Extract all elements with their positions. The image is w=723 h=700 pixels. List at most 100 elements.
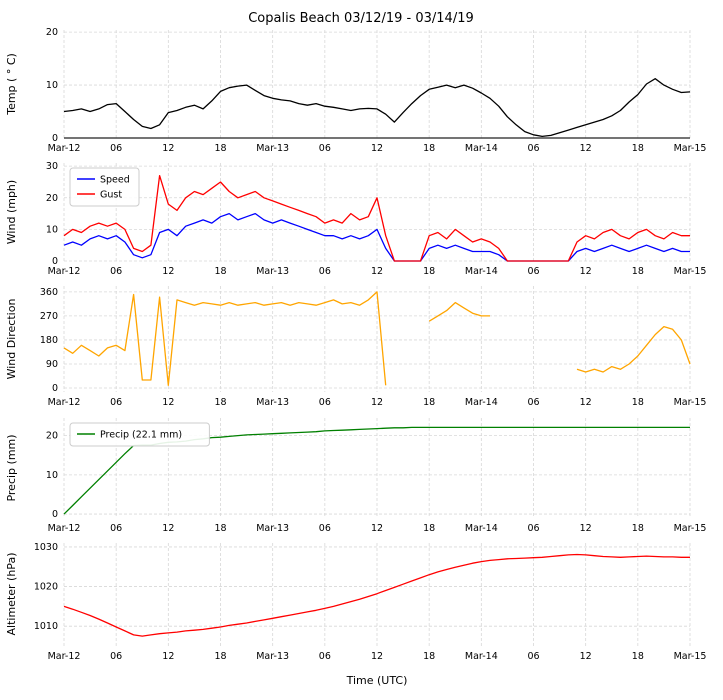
x-tick-label: 18 [632,651,644,662]
y-axis-label-altimeter: Altimeter (hPa) [5,553,18,636]
x-tick-label: Mar-13 [256,266,289,277]
x-tick-label: 18 [423,143,435,154]
y-tick-label: 0 [52,509,58,520]
x-tick-label: 18 [632,397,644,408]
x-tick-label: Mar-12 [48,523,81,534]
subplot-4: Mar-12 06 12 18 Mar-13 06 12 18 Mar-14 06 12 18 Mar-… [34,542,707,662]
x-tick-label: 06 [319,143,331,154]
x-tick-label: 18 [214,523,226,534]
x-axis-label: Time (UTC) [346,674,408,687]
x-tick-label: 12 [162,266,174,277]
x-tick-label: 18 [632,143,644,154]
y-tick-label: 0 [52,256,58,267]
plot-root: Mar-12 06 12 18 Mar-13 06 12 18 Mar-14 06 12 18 Mar-… [34,27,707,662]
y-tick-label: 1020 [34,582,58,593]
y-tick-label: 10 [46,80,58,91]
y-tick-label: 20 [46,193,58,204]
subplot-3: Mar-12 06 12 18 Mar-13 06 12 18 Mar-14 06 12 18 Mar-… [46,418,707,534]
x-tick-label: 18 [423,651,435,662]
x-tick-label: 18 [214,143,226,154]
x-tick-label: 12 [162,397,174,408]
legend-label: Speed [100,175,130,186]
x-tick-label: 12 [580,143,592,154]
x-tick-label: 12 [580,397,592,408]
x-tick-label: Mar-13 [256,523,289,534]
x-tick-label: Mar-12 [48,397,81,408]
x-tick-label: 18 [214,266,226,277]
y-tick-label: 180 [40,335,58,346]
x-tick-label: 18 [423,523,435,534]
series-line-temp [63,78,691,138]
y-axis-label-precip: Precip (mm) [5,434,18,501]
x-tick-label: 18 [423,397,435,408]
x-tick-label: Mar-12 [48,651,81,662]
x-tick-label: Mar-13 [256,143,289,154]
x-tick-label: Mar-14 [465,143,498,154]
x-tick-label: 06 [110,397,122,408]
x-tick-label: 12 [371,143,383,154]
x-tick-label: 12 [371,523,383,534]
x-tick-label: Mar-14 [465,651,498,662]
y-tick-label: 10 [46,224,58,235]
legend-box [69,167,140,207]
x-tick-label: 06 [527,143,539,154]
x-tick-label: 12 [162,651,174,662]
x-tick-label: 06 [527,266,539,277]
series-line-direction [63,291,691,386]
x-tick-label: 12 [580,266,592,277]
x-tick-label: 06 [110,651,122,662]
legend: Speed Gust [69,167,140,207]
x-tick-label: 06 [110,143,122,154]
x-tick-label: 06 [319,397,331,408]
y-tick-label: 90 [46,359,58,370]
x-tick-label: 18 [632,266,644,277]
y-tick-label: 30 [46,161,58,172]
legend: Precip (22.1 mm) [69,422,210,447]
y-tick-label: 0 [52,133,58,144]
x-tick-label: 06 [527,651,539,662]
chart-title: Copalis Beach 03/12/19 - 03/14/19 [248,11,474,26]
x-tick-label: 06 [527,397,539,408]
x-tick-label: 06 [319,523,331,534]
x-tick-label: Mar-12 [48,266,81,277]
x-tick-label: 06 [110,523,122,534]
x-tick-label: 06 [319,651,331,662]
x-tick-label: 18 [214,397,226,408]
x-tick-label: 12 [371,397,383,408]
x-tick-label: 12 [580,651,592,662]
x-tick-label: 12 [371,266,383,277]
x-tick-label: Mar-15 [674,651,707,662]
x-tick-label: Mar-15 [674,266,707,277]
x-tick-label: 06 [527,523,539,534]
series-line-speed [63,212,690,262]
x-tick-label: Mar-13 [256,397,289,408]
x-tick-label: 12 [580,523,592,534]
x-tick-label: Mar-15 [674,397,707,408]
x-tick-label: Mar-12 [48,143,81,154]
x-tick-label: Mar-15 [674,523,707,534]
x-tick-label: Mar-14 [465,397,498,408]
x-tick-label: Mar-14 [465,266,498,277]
y-axis-label-wind-direction: Wind Direction [5,299,18,380]
x-tick-label: Mar-14 [465,523,498,534]
y-tick-label: 1010 [34,621,58,632]
series-line-gust [63,174,690,262]
x-tick-label: 18 [214,651,226,662]
x-tick-label: Mar-15 [674,143,707,154]
subplot-2: Mar-12 06 12 18 Mar-13 06 12 18 Mar-14 06 12 18 Mar-… [40,286,707,408]
x-tick-label: 18 [632,523,644,534]
y-tick-label: 270 [40,311,58,322]
x-tick-label: 06 [110,266,122,277]
x-tick-label: 12 [371,651,383,662]
x-tick-label: 06 [319,266,331,277]
legend-label: Precip (22.1 mm) [100,430,182,441]
y-tick-label: 1030 [34,542,58,553]
y-tick-label: 10 [46,470,58,481]
legend-label: Gust [100,190,122,201]
y-tick-label: 20 [46,27,58,38]
x-tick-label: 12 [162,143,174,154]
y-axis-label-wind: Wind (mph) [5,180,18,244]
x-tick-label: 12 [162,523,174,534]
